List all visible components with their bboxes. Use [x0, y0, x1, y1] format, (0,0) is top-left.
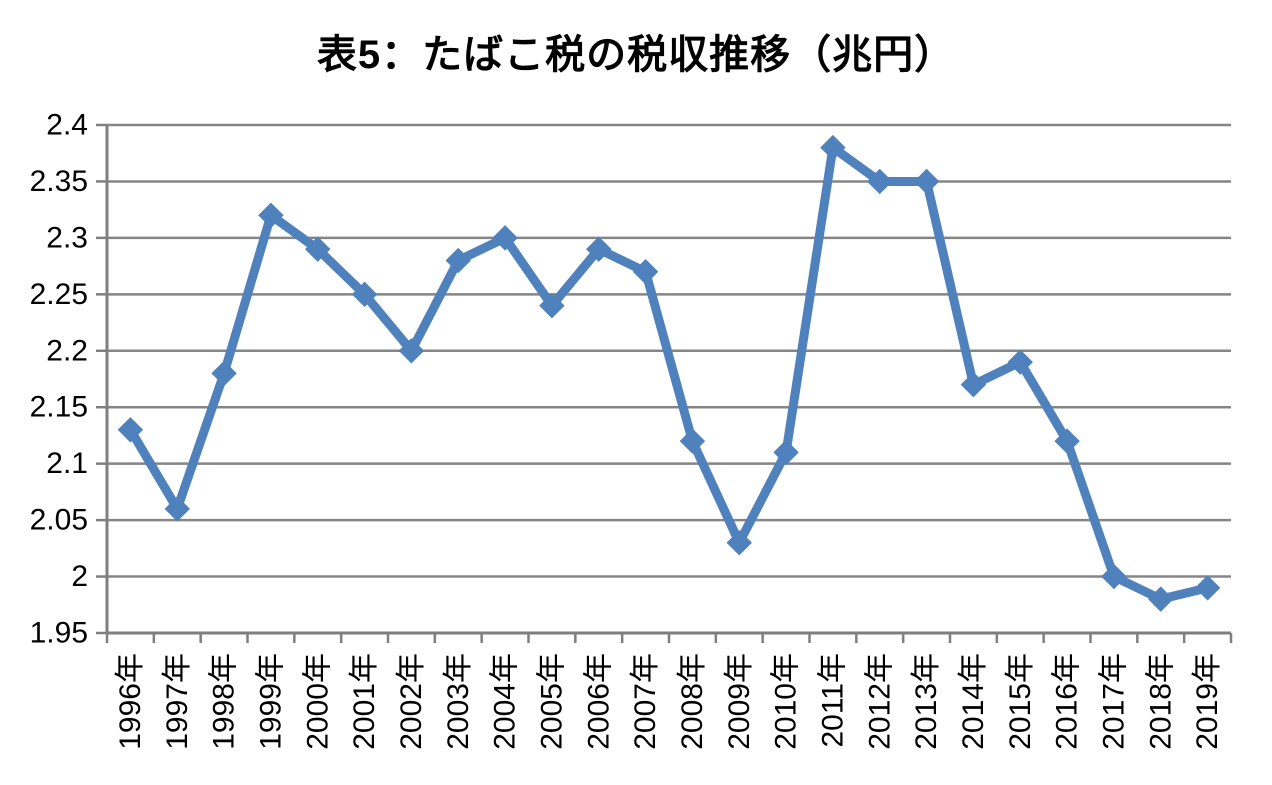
- data-point: [1101, 563, 1127, 590]
- y-tick-label: 2: [71, 560, 88, 593]
- data-point: [1054, 428, 1080, 454]
- series-line: [125, 143, 1213, 604]
- data-point: [586, 236, 612, 262]
- data-point: [679, 428, 706, 454]
- x-tick-label: 2002年: [395, 653, 428, 750]
- data-point: [820, 134, 846, 161]
- data-point: [539, 292, 565, 319]
- x-tick-label: 1998年: [208, 653, 241, 750]
- data-point: [211, 360, 237, 387]
- y-tick-label: 2.3: [46, 221, 88, 254]
- data-point: [913, 168, 940, 195]
- x-tick-label: 1997年: [161, 653, 194, 750]
- data-point: [305, 236, 331, 262]
- y-tick-label: 2.15: [30, 391, 88, 424]
- x-tick-label: 1996年: [114, 653, 147, 750]
- axes: [105, 125, 1231, 635]
- y-tick-label: 2.25: [30, 278, 88, 311]
- data-point: [117, 417, 144, 443]
- x-tick-label: 2010年: [770, 653, 803, 750]
- y-tick-label: 2.4: [46, 109, 88, 142]
- data-point: [1194, 575, 1221, 601]
- y-axis-ticks: [96, 123, 107, 635]
- x-tick-label: 2009年: [723, 653, 756, 750]
- x-tick-label: 2017年: [1097, 653, 1130, 750]
- y-tick-label: 2.35: [30, 165, 88, 198]
- x-tick-label: 2007年: [629, 653, 662, 750]
- data-point: [960, 371, 987, 398]
- x-tick-label: 2019年: [1191, 653, 1224, 750]
- data-point: [1148, 586, 1174, 612]
- data-point: [1007, 349, 1033, 375]
- y-axis-labels: 2.4 2.35 2.3 2.25 2.2 2.15 2.1 2.05 2 1.95: [30, 109, 88, 650]
- x-tick-label: 2003年: [442, 653, 475, 750]
- data-point: [351, 281, 378, 308]
- x-tick-label: 2012年: [863, 653, 896, 750]
- y-tick-label: 2.2: [46, 334, 88, 367]
- x-tick-label: 2016年: [1051, 653, 1084, 750]
- x-tick-label: 2006年: [582, 653, 615, 750]
- data-point-markers: [117, 134, 1221, 612]
- x-tick-label: 1999年: [254, 653, 287, 750]
- x-tick-label: 2018年: [1144, 653, 1177, 750]
- data-point: [632, 259, 659, 285]
- data-point: [258, 202, 284, 229]
- x-tick-label: 2001年: [348, 653, 381, 750]
- y-tick-label: 2.1: [46, 447, 88, 480]
- x-tick-label: 2000年: [301, 653, 334, 750]
- x-tick-label: 2011年: [816, 653, 849, 748]
- chart-title: 表5：たばこ税の税収推移（兆円）: [316, 33, 956, 77]
- data-series: [125, 143, 1213, 604]
- data-point: [773, 439, 799, 466]
- data-point: [445, 247, 471, 274]
- y-tick-label: 2.05: [30, 504, 88, 537]
- x-axis-ticks: [105, 633, 1233, 643]
- data-point: [726, 529, 752, 556]
- data-point: [164, 496, 190, 522]
- data-point: [492, 225, 518, 251]
- data-point: [398, 338, 425, 364]
- data-point: [867, 168, 893, 195]
- x-axis-labels: 1996年 1997年 1998年 1999年 2000年 2001年 2002年 2003年…: [114, 653, 1224, 750]
- x-tick-label: 2005年: [535, 653, 568, 750]
- x-tick-label: 2004年: [489, 653, 522, 750]
- gridlines: [107, 123, 1231, 635]
- x-tick-label: 2013年: [910, 653, 943, 750]
- x-tick-label: 2008年: [676, 653, 709, 750]
- x-tick-label: 2014年: [957, 653, 990, 750]
- x-tick-label: 2015年: [1004, 653, 1037, 750]
- y-tick-label: 1.95: [30, 617, 88, 650]
